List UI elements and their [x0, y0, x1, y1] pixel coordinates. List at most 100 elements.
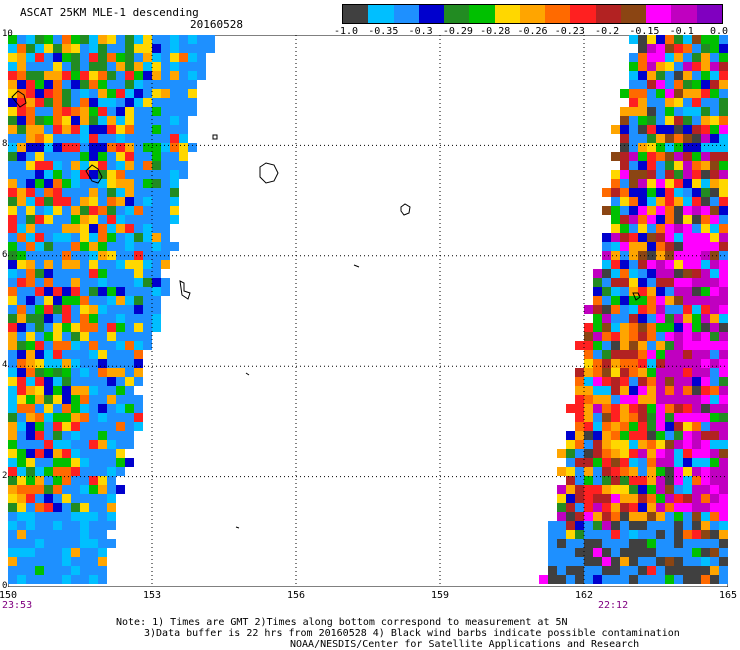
wind-cell — [710, 494, 719, 503]
wind-cell — [89, 224, 98, 233]
wind-cell — [620, 404, 629, 413]
wind-cell — [89, 44, 98, 53]
wind-cell — [98, 206, 107, 215]
wind-cell — [71, 485, 80, 494]
wind-cell — [665, 458, 674, 467]
wind-cell — [143, 107, 152, 116]
wind-cell — [89, 125, 98, 134]
wind-cell — [629, 512, 638, 521]
wind-cell — [638, 422, 647, 431]
color-scale-label: 0.0 — [709, 26, 729, 37]
wind-cell — [8, 197, 17, 206]
wind-cell — [143, 341, 152, 350]
wind-cell — [17, 314, 26, 323]
wind-cell — [674, 296, 683, 305]
wind-cell — [719, 332, 728, 341]
wind-cell — [602, 422, 611, 431]
wind-cell — [674, 35, 683, 44]
wind-cell — [611, 467, 620, 476]
wind-cell — [620, 440, 629, 449]
wind-cell — [629, 449, 638, 458]
wind-cell — [665, 35, 674, 44]
wind-cell — [665, 557, 674, 566]
wind-cell — [179, 71, 188, 80]
wind-cell — [35, 269, 44, 278]
wind-cell — [116, 260, 125, 269]
wind-cell — [17, 422, 26, 431]
wind-cell — [665, 242, 674, 251]
wind-cell — [71, 98, 80, 107]
wind-cell — [71, 476, 80, 485]
wind-cell — [647, 188, 656, 197]
wind-cell — [557, 575, 566, 584]
wind-cell — [26, 233, 35, 242]
wind-cell — [107, 62, 116, 71]
wind-cell — [656, 512, 665, 521]
wind-cell — [683, 485, 692, 494]
wind-cell — [125, 278, 134, 287]
wind-cell — [602, 494, 611, 503]
wind-cell — [53, 350, 62, 359]
wind-cell — [35, 287, 44, 296]
wind-cell — [116, 80, 125, 89]
wind-cell — [692, 206, 701, 215]
wind-cell — [98, 539, 107, 548]
wind-cell — [71, 179, 80, 188]
wind-cell — [152, 35, 161, 44]
wind-cell — [134, 296, 143, 305]
wind-cell — [611, 485, 620, 494]
wind-cell — [98, 413, 107, 422]
wind-cell — [134, 224, 143, 233]
wind-cell — [611, 404, 620, 413]
wind-cell — [629, 341, 638, 350]
wind-cell — [53, 503, 62, 512]
wind-cell — [179, 125, 188, 134]
wind-cell — [35, 152, 44, 161]
wind-cell — [53, 449, 62, 458]
wind-cell — [710, 359, 719, 368]
wind-cell — [26, 206, 35, 215]
wind-cell — [53, 242, 62, 251]
wind-cell — [62, 80, 71, 89]
wind-cell — [719, 107, 728, 116]
wind-cell — [602, 539, 611, 548]
wind-cell — [683, 548, 692, 557]
wind-cell — [44, 197, 53, 206]
wind-cell — [557, 485, 566, 494]
wind-cell — [107, 80, 116, 89]
wind-cell — [638, 404, 647, 413]
wind-cell — [98, 134, 107, 143]
wind-cell — [683, 521, 692, 530]
wind-cell — [719, 179, 728, 188]
wind-cell — [179, 143, 188, 152]
wind-cell — [647, 449, 656, 458]
wind-cell — [35, 503, 44, 512]
wind-cell — [35, 539, 44, 548]
wind-cell — [719, 557, 728, 566]
wind-cell — [647, 197, 656, 206]
wind-cell — [611, 548, 620, 557]
wind-cell — [107, 170, 116, 179]
wind-cell — [602, 476, 611, 485]
wind-cell — [719, 251, 728, 260]
wind-cell — [593, 305, 602, 314]
wind-cell — [710, 197, 719, 206]
wind-cell — [98, 53, 107, 62]
wind-cell — [674, 557, 683, 566]
wind-cell — [575, 548, 584, 557]
wind-cell — [35, 215, 44, 224]
wind-cell — [62, 566, 71, 575]
wind-cell — [683, 305, 692, 314]
wind-cell — [116, 449, 125, 458]
wind-cell — [611, 539, 620, 548]
wind-cell — [611, 386, 620, 395]
wind-cell — [44, 179, 53, 188]
wind-cell — [35, 377, 44, 386]
wind-cell — [98, 170, 107, 179]
wind-cell — [602, 278, 611, 287]
wind-cell — [584, 323, 593, 332]
wind-cell — [80, 215, 89, 224]
wind-cell — [44, 305, 53, 314]
wind-cell — [44, 359, 53, 368]
wind-cell — [53, 62, 62, 71]
